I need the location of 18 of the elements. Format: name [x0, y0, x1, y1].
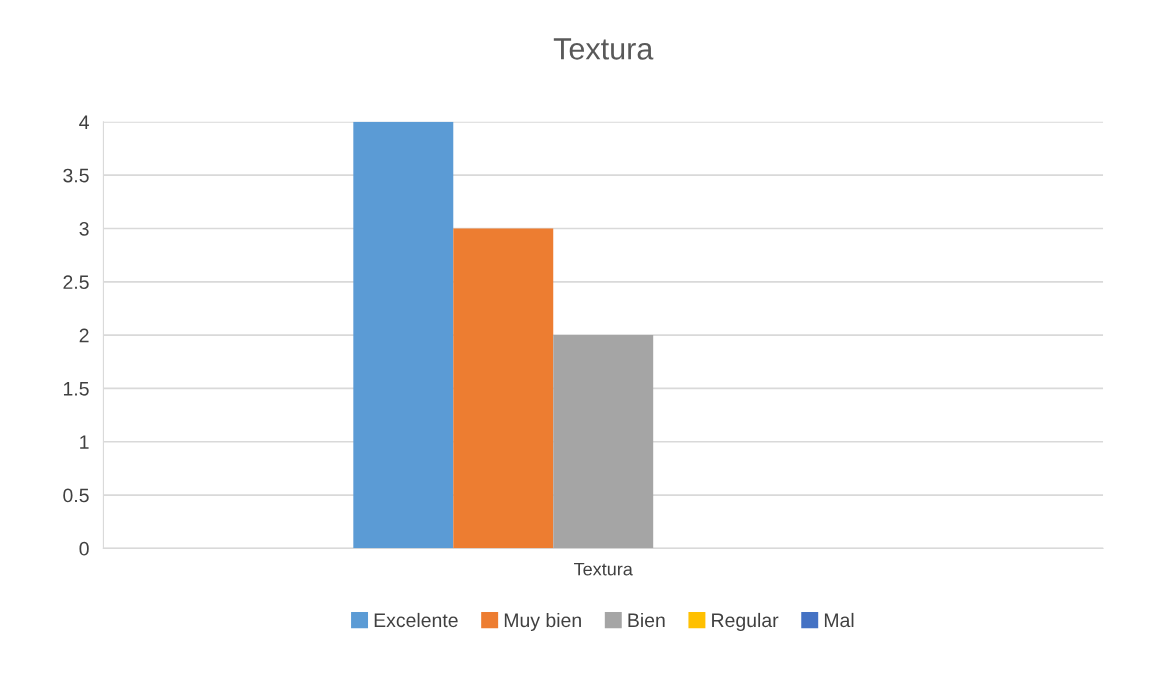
- y-tick-label: 3.5: [63, 168, 89, 183]
- legend-label: Muy bien: [504, 612, 581, 632]
- bar: [353, 121, 454, 549]
- bar: [453, 228, 554, 549]
- chart-title: Textura: [553, 38, 654, 60]
- y-tick-label: 3: [79, 221, 89, 236]
- y-tick-label: 1.5: [63, 382, 89, 396]
- legend-label: Mal: [824, 612, 854, 628]
- legend-label: Excelente: [374, 612, 458, 628]
- legend-label: Regular: [712, 612, 779, 632]
- y-tick-label: 0.5: [63, 488, 89, 503]
- bar: [553, 335, 654, 549]
- legend-label: Bien: [628, 612, 665, 628]
- y-tick-label: 4: [79, 115, 89, 129]
- y-tick-label: 2.5: [63, 275, 89, 290]
- y-tick-label: 1: [80, 435, 89, 449]
- y-tick-label: 2: [79, 328, 89, 343]
- y-tick-label: 0: [79, 541, 89, 556]
